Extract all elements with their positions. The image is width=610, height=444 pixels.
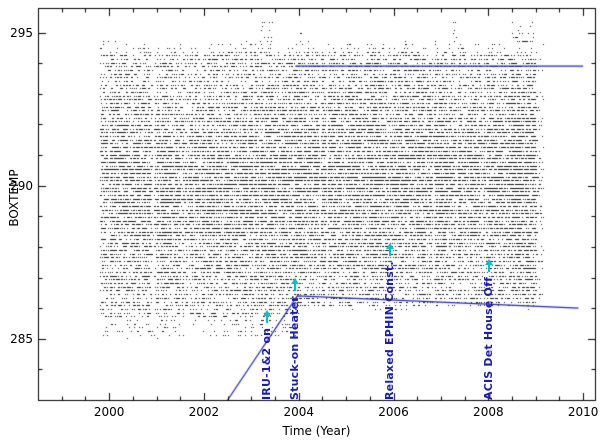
- y-axis-title: BOXTEMP: [7, 169, 21, 227]
- up-arrow-icon: [389, 249, 392, 257]
- y-tick-label: 295: [10, 25, 33, 40]
- y-tick-label: 285: [10, 331, 33, 346]
- annotation-acis-det-house-off: ACIS Det House Off: [482, 258, 496, 400]
- x-tick-label: 2006: [378, 405, 409, 419]
- x-tick-label: 2010: [567, 405, 599, 419]
- annotation-label: Relaxed EPHIN Const.: [383, 261, 397, 400]
- up-arrow-icon: [485, 258, 494, 265]
- up-arrow-icon: [262, 309, 271, 316]
- x-axis-title: Time (Year): [282, 424, 351, 438]
- annotation-stuck-on-heater: Stuck-on Heater: [288, 278, 302, 400]
- annotation-iru-on: IRU-1&2 on: [259, 309, 274, 400]
- up-arrow-icon: [291, 278, 300, 285]
- up-arrow-icon: [265, 315, 268, 323]
- x-tick-label: 2004: [283, 405, 314, 419]
- up-arrow-icon: [488, 264, 491, 272]
- annotation-label: Stuck-on Heater: [288, 296, 302, 400]
- x-tick-label: 2002: [188, 405, 220, 419]
- annotation-label: ACIS Det House Off: [482, 276, 496, 400]
- x-tick-label: 2000: [93, 405, 125, 419]
- up-arrow-icon: [386, 243, 395, 250]
- annotation-relaxed-ephin: Relaxed EPHIN Const.: [383, 243, 397, 400]
- annotation-label: IRU-1&2 on: [259, 327, 273, 400]
- y-tick-label: 290: [10, 178, 33, 193]
- up-arrow-icon: [294, 284, 297, 292]
- x-tick-label: 2008: [473, 405, 504, 419]
